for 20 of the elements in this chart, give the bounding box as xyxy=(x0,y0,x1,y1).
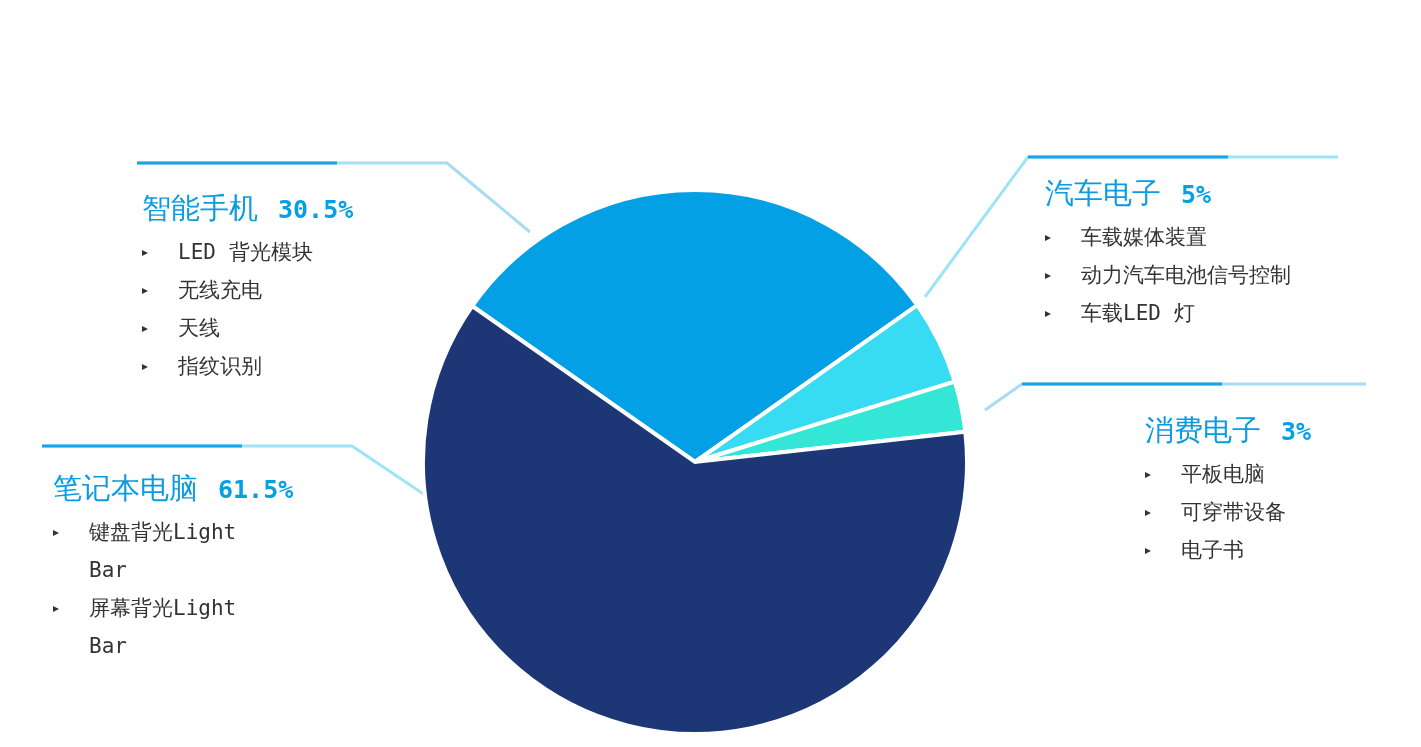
text: LED 背光模块 xyxy=(178,239,314,266)
slice-label: 智能手机 xyxy=(142,191,258,225)
text: 天线 xyxy=(178,315,221,342)
text: 可穿带设备 xyxy=(1181,499,1287,526)
slice-label: 笔记本电脑 xyxy=(53,471,198,505)
text: 无线充电 xyxy=(178,277,263,304)
text: 电子书 xyxy=(1181,537,1245,564)
data-label: 3% xyxy=(1281,417,1312,446)
text: 车载LED 灯 xyxy=(1081,300,1196,327)
text: 指纹识别 xyxy=(178,353,263,380)
text: 动力汽车电池信号控制 xyxy=(1081,262,1292,289)
slice-label: 汽车电子 xyxy=(1045,176,1161,210)
text: 键盘背光Light Bar xyxy=(89,519,238,584)
text: 车载媒体装置 xyxy=(1081,224,1208,251)
text: 屏幕背光Light Bar xyxy=(89,595,238,660)
data-label: 5% xyxy=(1181,180,1212,209)
slice-label: 消费电子 xyxy=(1145,413,1261,447)
text: 平板电脑 xyxy=(1181,461,1266,488)
data-label: 30.5% xyxy=(278,195,354,224)
data-label: 61.5% xyxy=(218,475,294,504)
